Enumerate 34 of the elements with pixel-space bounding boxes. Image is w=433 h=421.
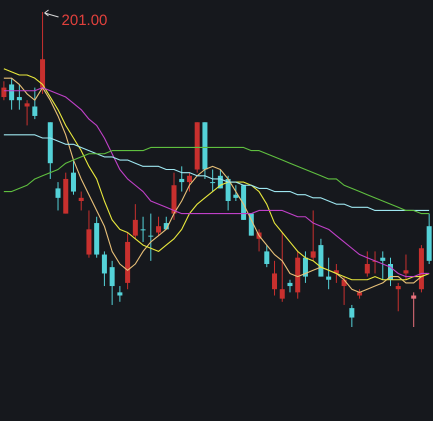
candlestick (210, 169, 216, 192)
candlestick (280, 232, 285, 302)
candlestick (102, 250, 107, 287)
candlestick (396, 282, 401, 312)
candlestick (233, 184, 238, 202)
candlestick (264, 244, 270, 268)
candlestick (117, 286, 122, 302)
candlestick (156, 216, 162, 236)
candlestick (78, 191, 84, 211)
candlestick (272, 260, 278, 296)
candlestick (380, 250, 386, 280)
candlestick (411, 292, 416, 327)
candlestick (364, 250, 370, 278)
candlestick (349, 304, 354, 327)
candlestick (16, 84, 22, 110)
candlestick (226, 175, 231, 211)
candlestick (148, 213, 154, 262)
candlestick (186, 172, 192, 192)
annotation: 201.00 (62, 12, 108, 29)
candlestick (1, 80, 6, 101)
candlestick (32, 87, 38, 120)
candlestick (179, 166, 184, 192)
candlestick (357, 288, 362, 300)
candlestick (310, 210, 316, 262)
candlestick (302, 250, 308, 284)
candlestick (140, 216, 146, 242)
candlestick (326, 257, 332, 290)
candlestick (56, 182, 61, 211)
candlestick (24, 100, 30, 126)
candlestick (403, 254, 408, 280)
candlestick (132, 204, 138, 240)
candlestick (287, 279, 292, 293)
candlestick (110, 260, 115, 306)
candlestick (70, 160, 76, 196)
